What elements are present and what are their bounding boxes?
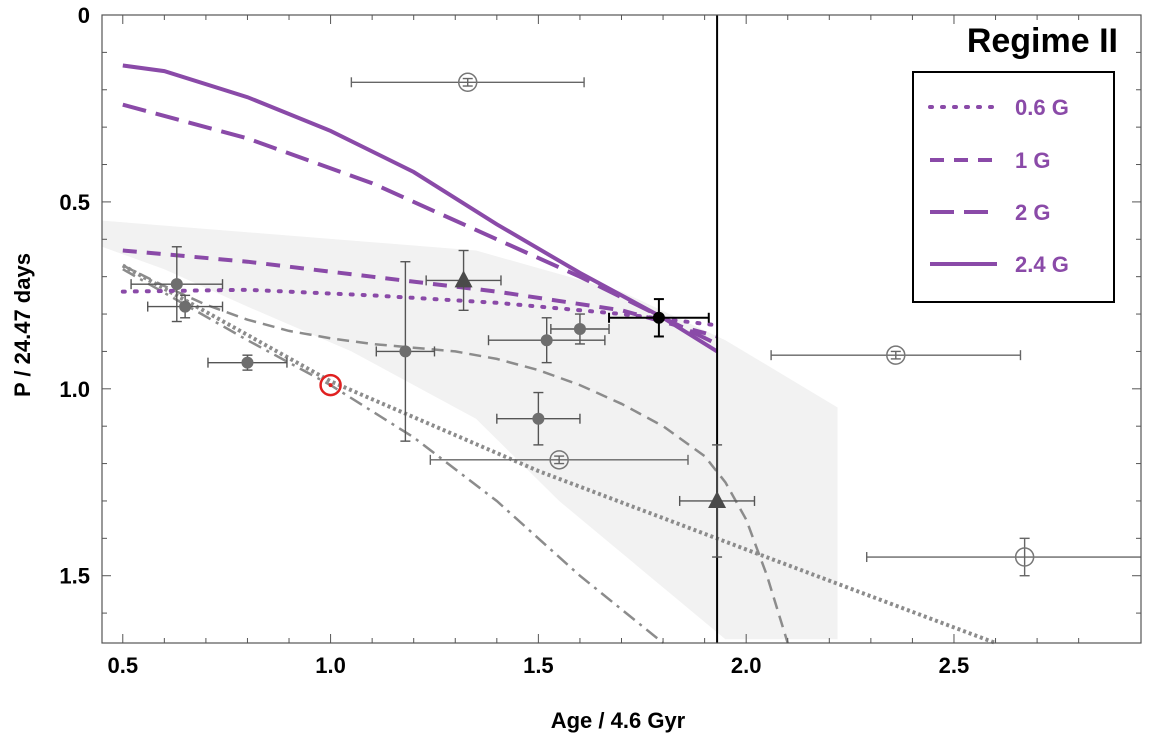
data-point-open [770, 345, 1022, 365]
y-tick-label: 1.5 [59, 564, 90, 589]
data-points-layer [130, 72, 1141, 577]
marker-circle [399, 345, 412, 358]
legend-label-2-4g: 2.4 G [1015, 252, 1069, 277]
data-point-filled [207, 354, 288, 371]
legend: 0.6 G 1 G 2 G 2.4 G [912, 71, 1115, 303]
data-point-filled [550, 313, 610, 345]
data-point-open [866, 537, 1141, 577]
x-axis-title: Age / 4.6 Gyr [551, 708, 686, 733]
data-point-filled [375, 261, 436, 442]
marker-circle [170, 278, 183, 291]
marker-open-circle [457, 72, 478, 93]
ticks-layer: 0.5 1.0 1.5 2.0 2.5 0 0.5 1.0 1.5 [59, 3, 1141, 678]
marker-open-circle [1014, 547, 1035, 567]
marker-triangle [454, 270, 473, 288]
data-point-triangle [678, 444, 756, 558]
data-point-filled [130, 246, 224, 323]
marker-open-circle [886, 345, 906, 365]
marker-circle [573, 323, 586, 335]
y-tick-label: 0.5 [59, 190, 90, 215]
legend-label-2g: 2 G [1015, 200, 1050, 225]
x-tick-label: 1.5 [523, 653, 554, 678]
legend-label-0-6g: 0.6 G [1015, 95, 1069, 120]
x-tick-label: 1.0 [315, 653, 346, 678]
data-point-filled [487, 317, 606, 364]
model-curve-2-4-g [122, 63, 719, 354]
shaded-band-layer [102, 220, 838, 640]
marker-circle [540, 334, 553, 347]
marker-open-circle [549, 450, 569, 470]
marker-circle [532, 412, 545, 425]
y-axis-title: P / 24.47 days [10, 253, 35, 397]
sun-ring [319, 373, 342, 397]
data-point-open [429, 450, 689, 470]
y-tick-label: 1.0 [59, 377, 90, 402]
data-point-open [350, 72, 585, 93]
reference-curves-layer [121, 263, 997, 645]
model-curve-1-g [122, 248, 718, 339]
sun-symbol [319, 373, 342, 397]
marker-circle [241, 356, 254, 369]
marker-triangle [708, 490, 727, 508]
chart-title: Regime II [967, 22, 1118, 60]
reference-curve-dash-dot [122, 268, 664, 644]
x-tick-label: 0.5 [107, 653, 138, 678]
data-point-triangle [425, 249, 502, 312]
sun-dot [328, 383, 333, 388]
legend-label-1g: 1 G [1015, 148, 1050, 173]
y-tick-label: 0 [78, 3, 90, 28]
model-curve-0-6-g [120, 287, 720, 328]
reference-curve-dense-dot [121, 263, 997, 645]
x-tick-label: 2.5 [939, 653, 970, 678]
shaded-band [102, 220, 838, 640]
data-point-filled [147, 294, 224, 319]
data-point-highlight [608, 298, 710, 338]
marker-circle [652, 311, 665, 324]
reference-curve-dash [122, 264, 789, 644]
x-tick-label: 2.0 [731, 653, 762, 678]
marker-circle [179, 300, 192, 313]
data-point-filled [496, 391, 581, 446]
